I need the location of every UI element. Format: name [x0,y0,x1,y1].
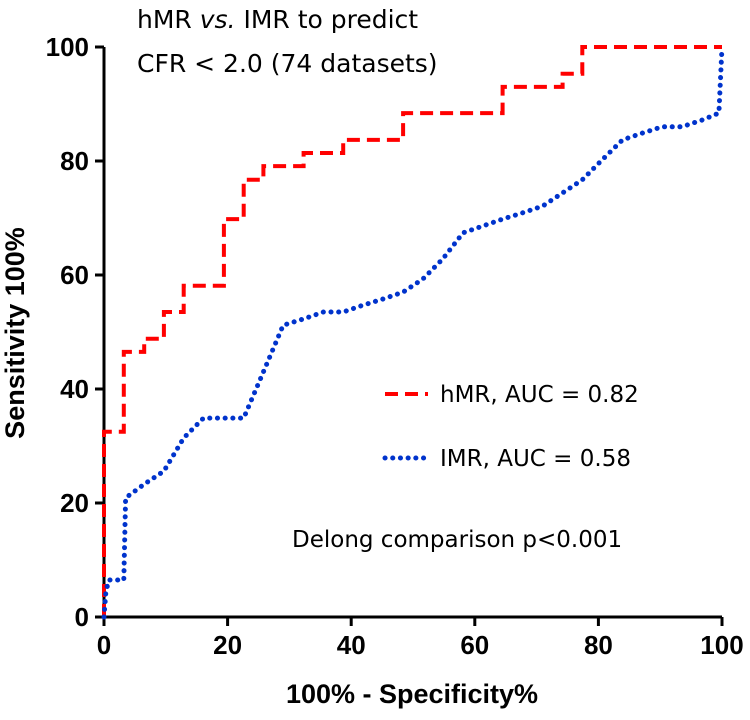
series-layer [101,44,725,620]
y-tick-label: 60 [60,260,89,290]
x-tick-label: 100 [700,630,743,660]
x-tick-label: 0 [97,630,111,660]
x-axis-title: 100% - Specificity% [286,679,538,709]
delong-annotation: Delong comparison p<0.001 [292,527,622,553]
y-tick-label: 80 [60,146,89,176]
legend-imr-label: IMR, AUC = 0.58 [440,446,631,472]
chart-title-line1-post: IMR to predict [236,5,419,34]
chart-title-line1-pre: hMR [137,5,200,34]
chart-title: hMR vs. IMR to predict CFR < 2.0 (74 dat… [137,5,438,78]
imr-roc-line [101,44,725,620]
x-tick-label: 60 [460,630,489,660]
x-tick-label: 20 [213,630,242,660]
y-tick-label: 20 [60,488,89,518]
chart-title-line1-italic: vs. [200,5,236,34]
axes [102,47,722,619]
legend-hmr-label: hMR, AUC = 0.82 [440,382,639,408]
chart-title-line1: hMR vs. IMR to predict [137,5,418,34]
tick-marks [95,45,724,626]
hmr-roc-line [102,45,722,617]
x-tick-label: 80 [584,630,613,660]
y-tick-label: 100 [46,32,89,62]
tick-labels: 0 20 40 60 80 100 0 20 40 60 80 100 [46,32,744,660]
y-axis-title: Sensitivity 100% [0,227,30,439]
legend: hMR, AUC = 0.82 IMR, AUC = 0.58 [382,382,639,472]
x-tick-label: 40 [337,630,366,660]
chart-title-line2: CFR < 2.0 (74 datasets) [137,49,438,78]
y-tick-label: 40 [60,374,89,404]
y-tick-label: 0 [75,602,89,632]
